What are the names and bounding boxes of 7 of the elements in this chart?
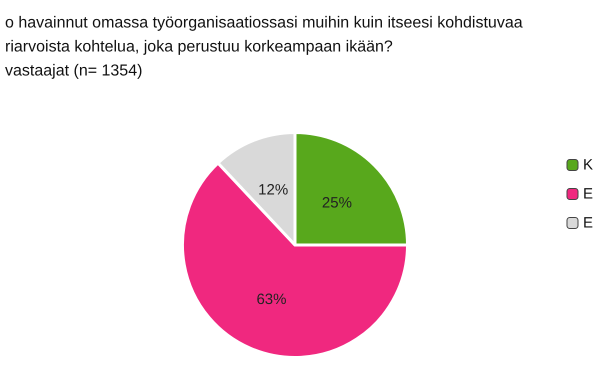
- legend-label: K: [582, 156, 594, 174]
- data-label: 12%: [258, 181, 288, 198]
- legend-label: E: [582, 214, 594, 232]
- data-label: 63%: [256, 290, 286, 308]
- chart-title: o havainnut omassa työorganisaatiossasi muihin kuin itseesi kohdistuvaa riarvoista kohtelua, joka perustuu korkeampaan ikään? vastaajat (n= 1354): [5, 14, 523, 80]
- data-label: 25%: [322, 194, 352, 212]
- legend-label: E: [582, 186, 594, 202]
